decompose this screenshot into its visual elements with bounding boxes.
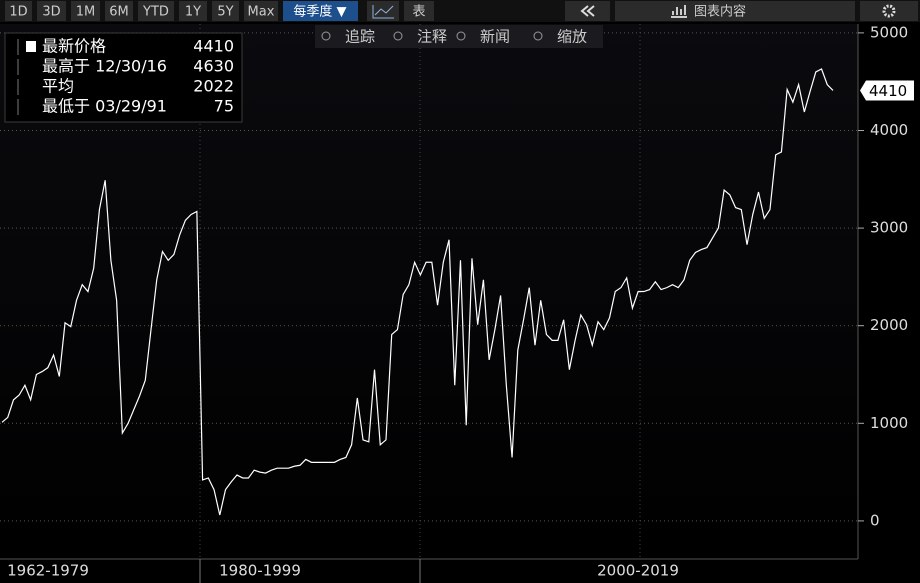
collapse-icon [580, 5, 595, 17]
x-period-label: 1980-1999 [219, 562, 301, 580]
price-line [1, 68, 834, 516]
plot [1, 68, 834, 516]
tool-icon [321, 31, 331, 41]
range-label: 1M [76, 5, 96, 20]
range-label: 5Y [217, 5, 233, 20]
chart-tools: 追踪 注释 新闻 缩放 [321, 28, 587, 46]
tool-label[interactable]: 注释 [417, 28, 447, 46]
chart-content-label: 图表内容 [694, 4, 746, 20]
table-button[interactable] [404, 1, 434, 21]
legend: 最新价格 4410 最高于 12/30/16 4630 平均 2022 最低于 03/29/… [17, 37, 234, 116]
range-label: 3D [42, 5, 60, 20]
tool-icon [393, 31, 403, 41]
range-button[interactable] [179, 1, 207, 21]
toolbar-buttons: 1D 3D 1M 6M YTD 1Y 5Y Max 每季度 ▼ 表 图表内容 [5, 1, 918, 21]
range-label: 1Y [185, 5, 201, 20]
range-button[interactable] [37, 1, 66, 21]
y-tick-label: 2000 [870, 316, 908, 334]
y-tick-label: 3000 [870, 219, 908, 237]
range-label: YTD [142, 5, 169, 20]
legend-swatch [26, 41, 36, 52]
tool-label[interactable]: 追踪 [345, 28, 375, 46]
y-tick-label: 4000 [870, 121, 908, 139]
frequency-button[interactable] [283, 1, 358, 21]
tool-label[interactable]: 新闻 [480, 28, 510, 46]
settings-icon [882, 4, 896, 18]
axis: 0 1000 2000 3000 4000 5000 1962-1979 1980-1999 2… [7, 23, 914, 583]
legend-box [4, 32, 243, 123]
y-tick-label: 1000 [870, 414, 908, 432]
tool-icon [456, 31, 466, 41]
legend-label: 平均 [42, 77, 74, 96]
legend-value: 4630 [193, 57, 234, 76]
legend-label: 最低于 03/29/91 [42, 97, 167, 116]
tool-label[interactable]: 缩放 [557, 28, 587, 46]
range-button[interactable] [138, 1, 174, 21]
legend-value: 2022 [193, 77, 234, 96]
x-period-label: 1962-1979 [7, 562, 89, 580]
legend-label: 最高于 12/30/16 [42, 57, 167, 76]
legend-label: 最新价格 [42, 37, 106, 56]
range-button[interactable] [71, 1, 100, 21]
range-button[interactable] [244, 1, 278, 21]
range-button[interactable] [212, 1, 239, 21]
y-tick-label: 0 [870, 511, 880, 529]
y-tick-label: 5000 [870, 23, 908, 41]
range-label: 1D [9, 5, 27, 20]
range-label: 6M [109, 5, 129, 20]
range-button[interactable] [5, 1, 32, 21]
frequency-label: 每季度 ▼ [293, 4, 346, 20]
x-period-label: 2000-2019 [597, 562, 679, 580]
chart-content-icon [671, 5, 687, 18]
legend-value: 75 [214, 97, 234, 116]
range-label: Max [248, 5, 275, 20]
legend-value: 4410 [193, 37, 234, 56]
last-price-label: 4410 [869, 82, 907, 100]
last-price-tag [860, 80, 914, 101]
line-chart-icon [372, 5, 394, 19]
table-label: 表 [412, 5, 425, 20]
tool-icon [533, 31, 543, 41]
range-button[interactable] [105, 1, 133, 21]
settings-button[interactable] [860, 1, 918, 21]
chart-tools-bar [315, 25, 603, 48]
